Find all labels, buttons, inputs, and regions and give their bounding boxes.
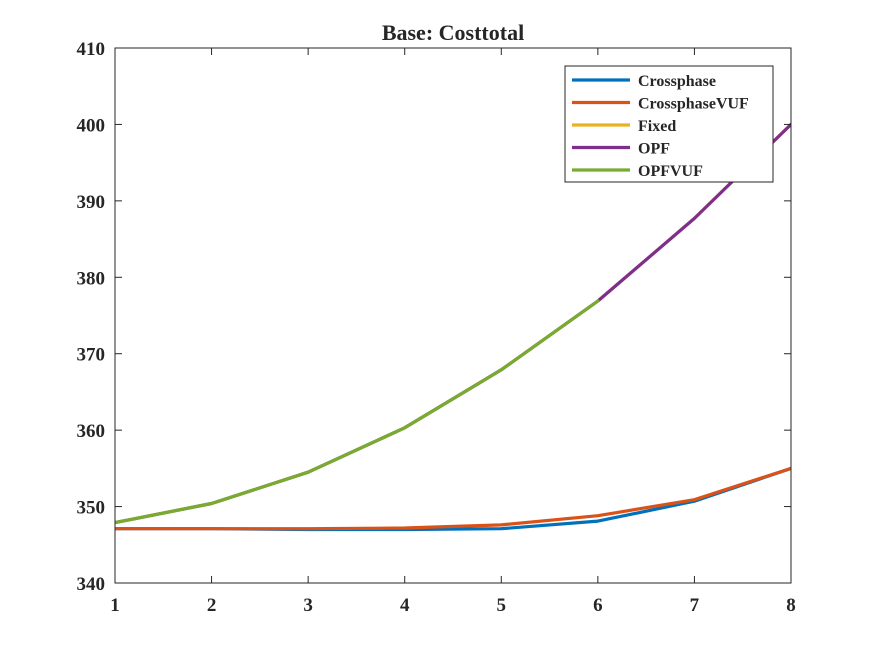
x-tick-label: 2 [207, 595, 217, 616]
y-tick-label: 350 [77, 498, 106, 519]
chart-title: Base: Costtotal [382, 20, 524, 45]
y-tick-label: 340 [77, 574, 106, 595]
x-tick-label: 3 [303, 595, 313, 616]
legend-label: Crossphase [638, 73, 716, 90]
y-tick-label: 370 [77, 345, 106, 366]
plot-frame [114, 47, 792, 584]
y-tick-label: 410 [77, 39, 106, 60]
y-tick-label: 360 [77, 421, 106, 442]
series-line-opf [115, 122, 791, 525]
x-tick-label: 1 [110, 595, 120, 616]
y-tick-label: 380 [77, 268, 106, 289]
x-axis: 1 2 3 4 5 6 7 8 [110, 48, 796, 616]
legend-label: OPF [638, 141, 670, 158]
series-line-opfvuf [115, 299, 600, 525]
legend: Crossphase CrossphaseVUF Fixed OPF OPFVUF [564, 65, 774, 183]
series-layer [115, 122, 791, 532]
x-tick-label: 7 [690, 595, 700, 616]
y-tick-label: 400 [77, 115, 106, 136]
x-tick-label: 8 [786, 595, 796, 616]
x-tick-label: 4 [400, 595, 410, 616]
y-tick-label: 390 [77, 192, 106, 213]
series-line-fixed [115, 122, 791, 525]
x-tick-label: 5 [497, 595, 507, 616]
x-tick-label: 6 [593, 595, 603, 616]
legend-label: CrossphaseVUF [638, 96, 749, 113]
y-axis: 340 350 360 370 380 390 400 410 [77, 39, 791, 595]
legend-label: OPFVUF [638, 163, 703, 180]
series-line-crossphasevuf [115, 466, 791, 531]
legend-label: Fixed [638, 118, 676, 135]
